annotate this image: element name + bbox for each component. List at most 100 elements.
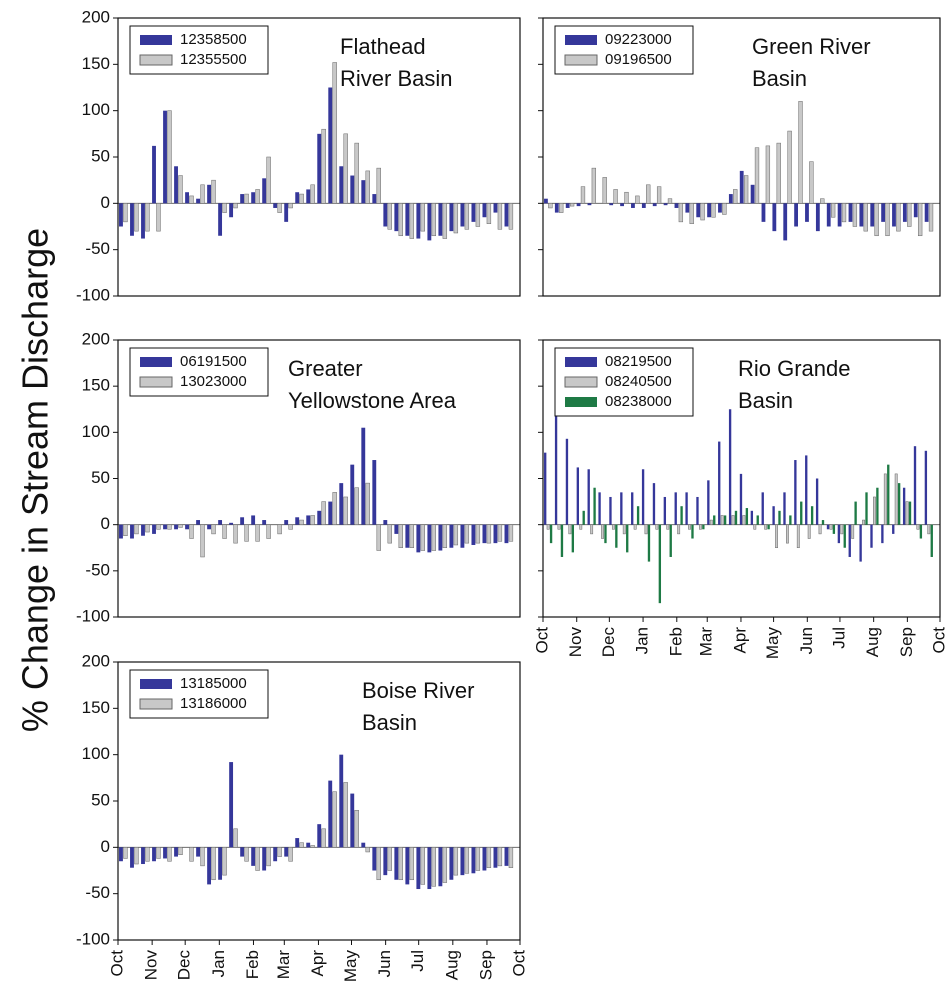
- legend-box: [129, 669, 269, 719]
- bar: [841, 203, 847, 223]
- legend-swatch: [139, 54, 173, 66]
- panel-title: Basin: [738, 388, 793, 413]
- legend-label: 13023000: [180, 373, 247, 390]
- bar: [262, 520, 267, 525]
- legend-swatch: [565, 35, 597, 45]
- legend-swatch: [565, 397, 597, 407]
- bar: [310, 845, 315, 848]
- bar: [328, 87, 333, 204]
- bar: [152, 145, 156, 204]
- bar: [163, 524, 167, 530]
- y-tick-label: 0: [101, 514, 110, 533]
- bar: [548, 203, 553, 209]
- panel-title: Rio Grande: [738, 356, 851, 381]
- bar: [119, 524, 123, 539]
- bar: [420, 524, 425, 551]
- bar: [482, 203, 487, 218]
- x-tick-label: May: [341, 950, 360, 983]
- bar: [405, 203, 410, 236]
- bar: [848, 524, 851, 557]
- bar: [361, 180, 366, 204]
- bar: [579, 524, 583, 530]
- bar: [591, 167, 597, 204]
- bar: [559, 203, 564, 213]
- x-tick-label: Apr: [308, 950, 327, 977]
- bar: [284, 520, 289, 525]
- legend-label: 08219500: [605, 353, 672, 370]
- bar: [685, 492, 688, 525]
- bar: [753, 524, 757, 530]
- bar: [885, 203, 890, 237]
- bar: [928, 203, 934, 232]
- x-tick-label: Jun: [375, 950, 394, 977]
- bar: [295, 192, 300, 204]
- bar: [919, 524, 923, 539]
- bar: [870, 524, 873, 548]
- bar: [387, 524, 392, 544]
- bar: [420, 203, 425, 232]
- x-tick-label: Oct: [929, 627, 947, 654]
- bar: [620, 492, 623, 525]
- bar: [688, 524, 691, 530]
- bar: [560, 524, 564, 557]
- bar: [328, 780, 333, 848]
- bar: [178, 524, 183, 528]
- bar: [493, 203, 498, 213]
- bar: [387, 847, 392, 871]
- y-tick-label: -100: [76, 606, 110, 625]
- bar: [130, 524, 134, 539]
- panel-title: Yellowstone Area: [288, 388, 457, 413]
- bar: [486, 524, 492, 544]
- bar: [840, 524, 844, 535]
- legend-box: [129, 25, 269, 75]
- bar: [394, 524, 399, 534]
- bar: [745, 508, 749, 525]
- x-tick-label: Mar: [274, 950, 293, 980]
- bar: [493, 524, 498, 544]
- x-tick-label: Nov: [566, 627, 585, 658]
- x-tick-label: Sep: [897, 627, 916, 657]
- bar: [438, 203, 443, 236]
- bar: [123, 203, 128, 223]
- bar: [733, 189, 738, 204]
- bar: [284, 847, 289, 857]
- bar: [709, 519, 713, 525]
- legend-swatch: [564, 376, 598, 388]
- bar: [646, 184, 651, 204]
- x-tick-label: Aug: [442, 950, 461, 980]
- bar: [685, 203, 690, 213]
- bar: [622, 524, 626, 535]
- bar: [240, 847, 245, 857]
- bar: [775, 524, 778, 549]
- bar: [207, 184, 212, 204]
- bar: [707, 203, 711, 218]
- y-tick-label: 150: [82, 698, 110, 717]
- legend-box: [554, 25, 694, 75]
- bar: [870, 203, 875, 227]
- bar: [152, 524, 156, 534]
- bar: [761, 203, 766, 222]
- bar: [156, 847, 161, 859]
- legend-swatch: [140, 357, 172, 367]
- bar: [571, 524, 575, 553]
- bar: [902, 487, 906, 525]
- bar: [565, 203, 570, 208]
- bar: [798, 101, 803, 204]
- bar: [174, 847, 178, 857]
- bar: [859, 203, 864, 227]
- y-tick-label: 50: [91, 146, 110, 165]
- x-tick-label: Feb: [666, 627, 685, 656]
- bar: [930, 524, 933, 557]
- x-tick-label: Nov: [142, 950, 161, 981]
- bar: [713, 515, 716, 525]
- bar: [332, 62, 337, 204]
- x-tick-label: Jan: [209, 950, 228, 977]
- bar: [810, 506, 814, 525]
- bar: [658, 524, 662, 604]
- bar: [383, 203, 388, 227]
- bar: [376, 524, 381, 551]
- legend-label: 13186000: [180, 695, 247, 712]
- plot-frame: [542, 339, 941, 618]
- bar: [251, 847, 256, 866]
- bar: [321, 128, 326, 204]
